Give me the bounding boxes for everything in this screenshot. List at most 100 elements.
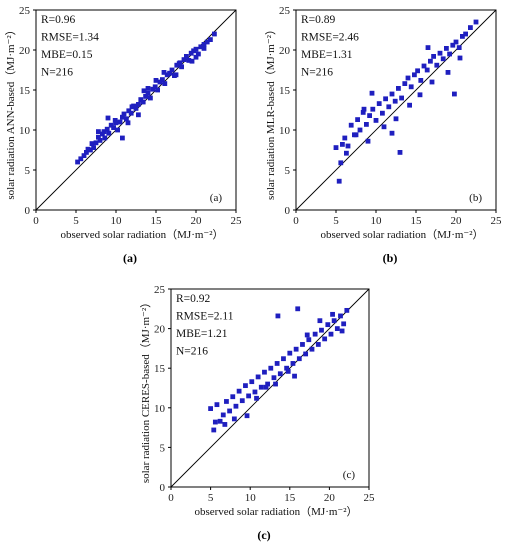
y-tick-label: 25 [19,5,31,17]
data-point [452,91,457,97]
data-point [145,90,151,96]
y-tick-label: 25 [154,284,166,296]
data-point [193,54,199,60]
data-point [393,116,399,122]
data-point [309,346,315,352]
data-point [254,395,259,401]
data-point [93,140,99,146]
data-point [463,31,468,37]
data-point [214,402,220,408]
y-axis-label: solar radiation CERES-based（MJ·m⁻²） [139,297,152,483]
data-point [303,351,309,357]
data-point [96,129,101,134]
data-point [429,79,435,85]
data-point [370,106,376,112]
x-tick-label: 25 [491,215,503,227]
data-point [306,337,312,343]
x-tick-label: 5 [73,215,79,227]
x-tick-label: 5 [208,492,214,504]
plot-frame [295,9,497,211]
data-point [341,321,347,327]
data-point [84,150,89,155]
data-point [143,94,148,99]
data-point [227,408,233,414]
data-point [160,77,165,82]
data-point [181,57,187,62]
data-point [141,88,147,94]
data-point [328,331,334,337]
data-point [243,383,248,389]
x-tick-label: 10 [111,215,123,227]
data-point [383,96,388,102]
data-point [128,110,134,116]
data-point [125,120,131,126]
data-point [373,118,379,123]
stat-label: MBE=0.15 [41,49,93,61]
data-point [281,356,286,362]
data-point [249,379,255,385]
data-point [274,361,280,366]
data-point [405,75,411,81]
stat-label: RMSE=2.46 [301,32,359,44]
data-point [340,142,345,147]
data-point [120,135,125,141]
data-point [315,342,321,347]
data-point [129,104,135,110]
data-point [246,393,252,399]
data-point [150,86,156,92]
data-point [193,46,199,52]
data-point [460,34,465,39]
data-point [434,62,440,68]
plot-frame [170,288,370,488]
panel-label: (b) [469,192,482,204]
data-point [133,106,139,111]
data-point [106,130,112,136]
data-point [331,318,337,324]
data-point [300,342,305,347]
data-point [453,39,459,45]
x-axis-label: observed solar radiation（MJ·m⁻²） [194,505,357,518]
chart-panel-b: 00 5 5 10 10 15 15 20 20 25 25 R=0.89 RMSE=2.46 MBE=1… [264,5,502,265]
stat-label: MBE=1.21 [176,328,228,340]
x-tick-label: 10 [371,215,383,227]
data-point [468,25,473,30]
y-tick-label: 25 [279,5,291,17]
data-point [287,350,293,356]
data-point [75,159,80,165]
stat-label: N=216 [176,346,208,358]
x-tick-label: 15 [284,492,296,504]
data-point [399,95,404,101]
data-point [115,127,120,133]
data-point [407,102,412,108]
data-point [312,331,318,337]
chart-panel-a: 00 5 5 10 10 15 15 20 20 25 25 R=0.96 RMSE=1.34 MBE=0… [4,5,242,265]
data-point [97,138,103,143]
x-tick-label: 25 [231,215,243,227]
data-point [153,78,159,83]
y-tick-label: 15 [279,85,291,97]
data-point [421,63,427,69]
data-point [155,87,160,93]
stat-label: RMSE=1.34 [41,32,99,44]
data-point [345,143,351,149]
data-point [212,31,217,37]
stat-label: RMSE=2.11 [176,311,234,323]
data-point [111,125,116,130]
data-point [236,388,242,394]
data-point [381,124,387,130]
data-point [415,68,420,74]
panel-caption: (c) [257,528,270,542]
data-point [440,56,446,62]
data-point [120,114,125,120]
data-point [161,70,167,75]
x-tick-label: 25 [364,492,376,504]
data-point [117,119,123,125]
data-point [96,134,101,140]
data-point [389,130,395,136]
y-tick-label: 15 [154,363,166,375]
data-point [81,153,87,158]
chart-panel-c: 00 5 5 10 10 15 15 20 20 25 25 R=0.92 RMSE=2.11 MBE=1… [139,284,375,542]
x-axis-label: observed solar radiation（MJ·m⁻²） [60,228,223,241]
data-point [174,62,180,68]
data-point [263,384,269,390]
